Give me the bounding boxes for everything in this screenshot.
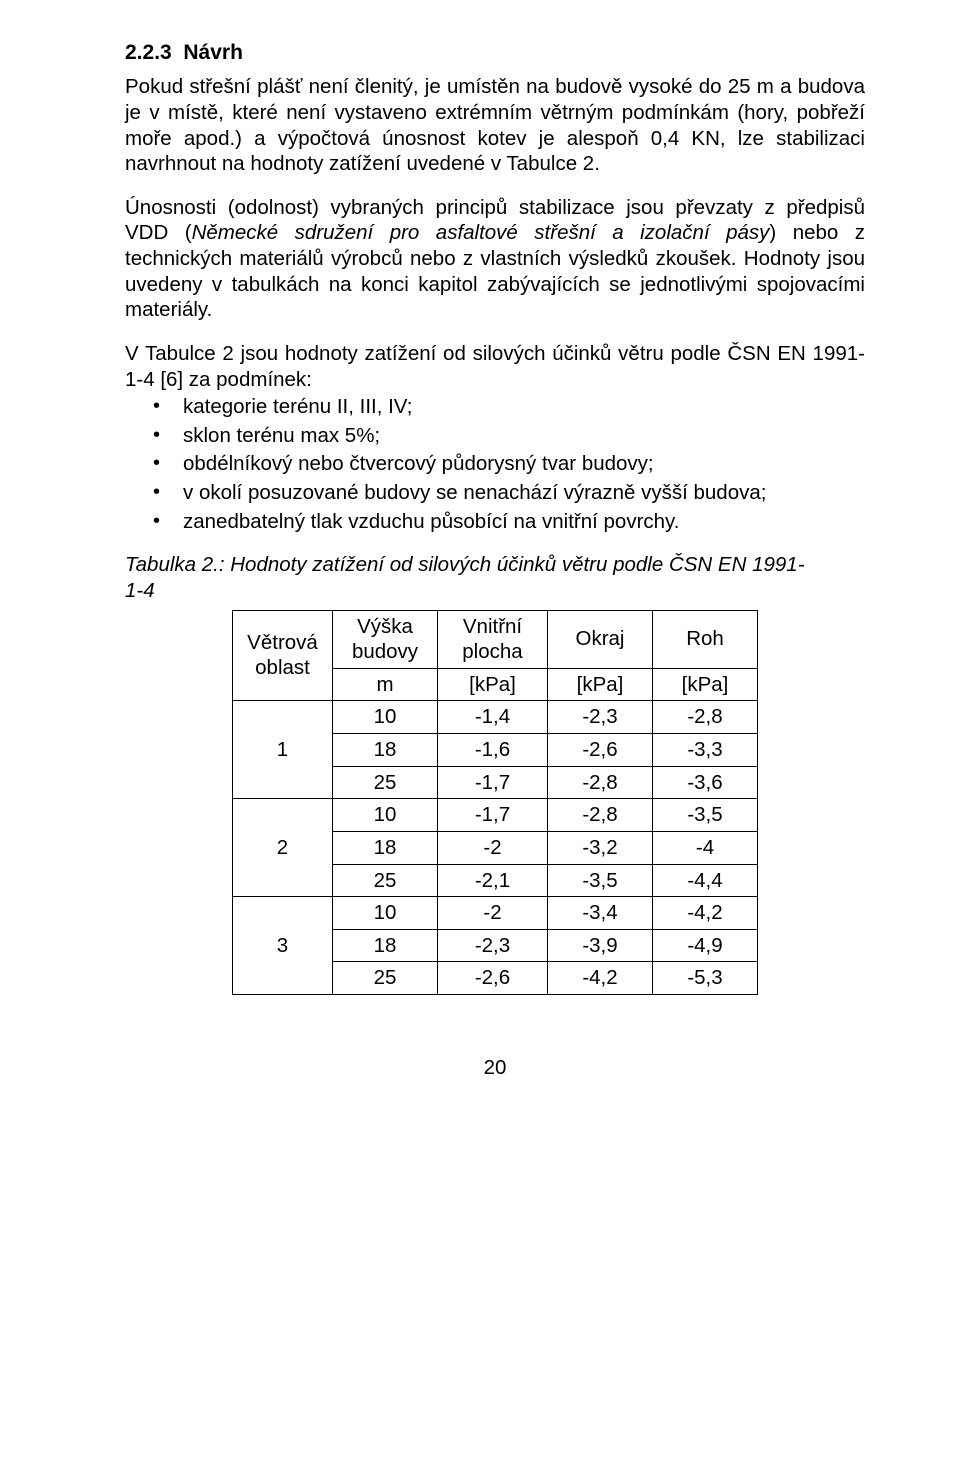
cell: 25 [333, 962, 438, 995]
page-number: 20 [125, 1055, 865, 1081]
th-vyska: Výška budovy [333, 610, 438, 668]
cell: -1,7 [438, 766, 548, 799]
th-vnitrni: Vnitřní plocha [438, 610, 548, 668]
th-unit-kpa2: [kPa] [548, 668, 653, 701]
list-item: v okolí posuzované budovy se nenachází v… [183, 480, 865, 506]
th-okraj: Okraj [548, 610, 653, 668]
cell: -1,7 [438, 799, 548, 832]
group-label: 1 [233, 701, 333, 799]
cell: -4,2 [548, 962, 653, 995]
cell: -2,8 [653, 701, 758, 734]
cell: 18 [333, 929, 438, 962]
cell: -4,2 [653, 897, 758, 930]
group-label: 2 [233, 799, 333, 897]
table-row: 2 10 -1,7 -2,8 -3,5 [233, 799, 758, 832]
cell: 18 [333, 831, 438, 864]
para2-italic: Německé sdružení pro asfaltové střešní a… [192, 221, 770, 244]
cell: -3,2 [548, 831, 653, 864]
cell: 18 [333, 734, 438, 767]
cell: -4,4 [653, 864, 758, 897]
cell: -2,3 [548, 701, 653, 734]
cell: -1,4 [438, 701, 548, 734]
cell: -3,3 [653, 734, 758, 767]
cell: -3,4 [548, 897, 653, 930]
table-caption: Tabulka 2.: Hodnoty zatížení od silových… [125, 552, 865, 603]
group-label: 3 [233, 897, 333, 995]
cell: -2,8 [548, 799, 653, 832]
th-unit-m: m [333, 668, 438, 701]
list-item: sklon terénu max 5%; [183, 423, 865, 449]
caption-line1: Tabulka 2.: Hodnoty zatížení od silových… [125, 553, 805, 576]
paragraph-3: V Tabulce 2 jsou hodnoty zatížení od sil… [125, 341, 865, 392]
paragraph-2: Únosnosti (odolnost) vybraných principů … [125, 195, 865, 323]
cell: -3,5 [653, 799, 758, 832]
cell: -2,3 [438, 929, 548, 962]
cell: -2,8 [548, 766, 653, 799]
cell: -2 [438, 831, 548, 864]
list-item: obdélníkový nebo čtvercový půdorysný tva… [183, 451, 865, 477]
cell: 10 [333, 897, 438, 930]
cell: -4 [653, 831, 758, 864]
conditions-list: kategorie terénu II, III, IV; sklon teré… [125, 394, 865, 534]
cell: 25 [333, 864, 438, 897]
table-header-row-1: Větrová oblast Výška budovy Vnitřní ploc… [233, 610, 758, 668]
cell: -3,6 [653, 766, 758, 799]
cell: -5,3 [653, 962, 758, 995]
caption-line2: 1-4 [125, 579, 155, 602]
table-row: 1 10 -1,4 -2,3 -2,8 [233, 701, 758, 734]
cell: 25 [333, 766, 438, 799]
th-unit-kpa3: [kPa] [653, 668, 758, 701]
cell: -3,5 [548, 864, 653, 897]
th-roh: Roh [653, 610, 758, 668]
cell: -2,6 [438, 962, 548, 995]
section-heading: 2.2.3 Návrh [125, 40, 865, 66]
cell: -3,9 [548, 929, 653, 962]
cell: -2,6 [548, 734, 653, 767]
th-unit-kpa1: [kPa] [438, 668, 548, 701]
cell: -4,9 [653, 929, 758, 962]
heading-text: Návrh [183, 41, 243, 64]
heading-number: 2.2.3 [125, 41, 172, 64]
list-item: kategorie terénu II, III, IV; [183, 394, 865, 420]
list-item: zanedbatelný tlak vzduchu působící na vn… [183, 509, 865, 535]
table-row: 3 10 -2 -3,4 -4,2 [233, 897, 758, 930]
cell: -2,1 [438, 864, 548, 897]
cell: 10 [333, 701, 438, 734]
cell: 10 [333, 799, 438, 832]
cell: -1,6 [438, 734, 548, 767]
th-oblast: Větrová oblast [233, 610, 333, 701]
cell: -2 [438, 897, 548, 930]
load-table: Větrová oblast Výška budovy Vnitřní ploc… [232, 610, 758, 996]
paragraph-1: Pokud střešní plášť není členitý, je umí… [125, 74, 865, 177]
